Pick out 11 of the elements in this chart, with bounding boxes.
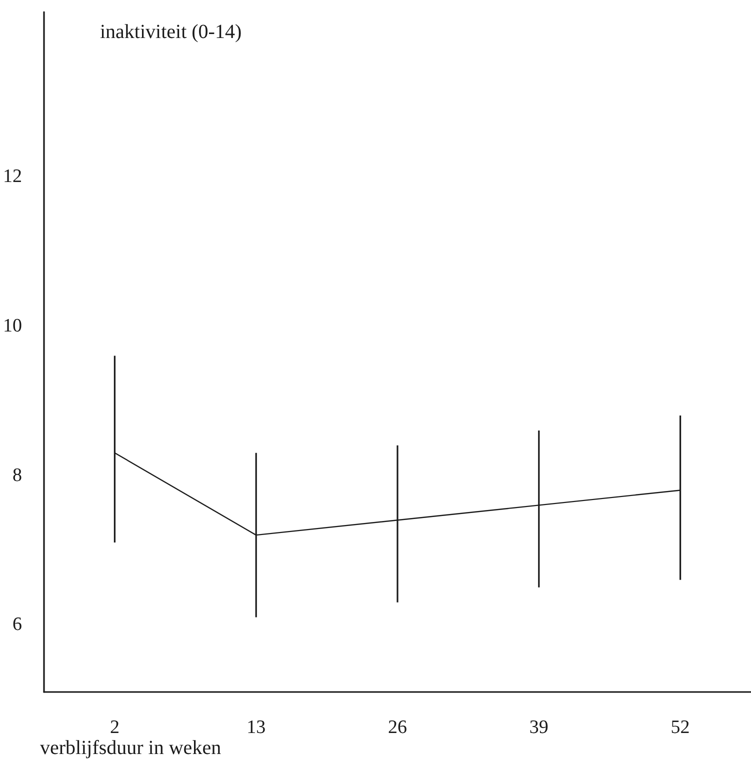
y-tick-label: 10 [3,315,22,336]
y-tick-label: 8 [12,464,22,486]
x-tick-label: 52 [670,717,690,738]
x-tick-label: 39 [529,717,548,738]
y-tick-label: 6 [12,614,22,636]
x-tick-label: 13 [246,717,266,738]
x-axis-title: verblijfsduur in weken [40,737,222,759]
x-tick-label: 26 [388,717,407,738]
x-tick-label: 2 [110,717,120,738]
y-axis-title: inaktiviteit (0-14) [100,21,242,43]
y-tick-label: 12 [3,166,22,187]
